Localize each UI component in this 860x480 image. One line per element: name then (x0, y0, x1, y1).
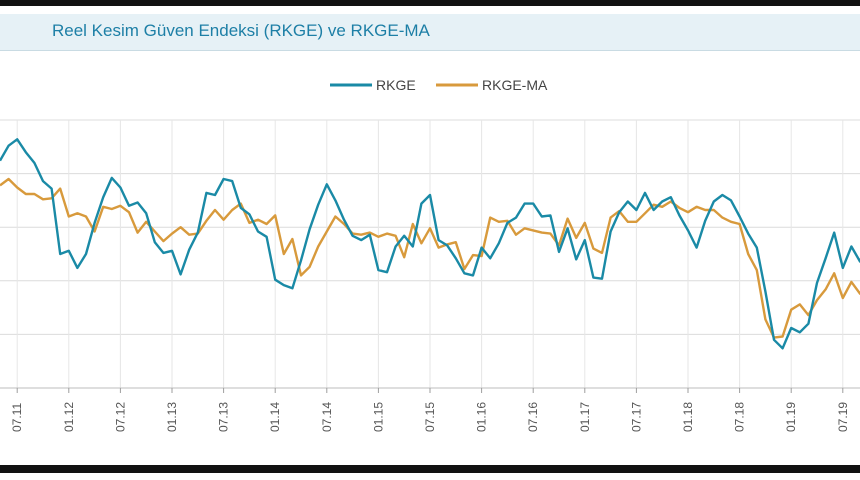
x-tick-label: 07.16 (526, 402, 540, 432)
x-axis: 07.11 01.12 07.12 01.13 07.13 01.14 07.14 01.15… (0, 387, 860, 432)
x-tick-label: 07.12 (113, 402, 127, 432)
x-tick-label: 01.19 (784, 402, 798, 432)
x-tick-label: 01.13 (165, 402, 179, 432)
x-tick-label: 01.15 (371, 402, 385, 432)
x-tick-label: 01.12 (62, 402, 76, 432)
x-tick-label: 01.17 (578, 402, 592, 432)
title-divider (0, 50, 860, 51)
x-tick-label: 01.14 (268, 402, 282, 432)
legend: RKGE RKGE-MA (330, 77, 548, 93)
x-tick-label: 01.18 (681, 402, 695, 432)
bottom-border (0, 465, 860, 473)
series-line-rkge-ma (0, 177, 860, 339)
legend-label-rkge: RKGE (376, 77, 416, 93)
series-line-rkge (0, 138, 860, 350)
x-tick-label: 07.17 (629, 402, 643, 432)
line-chart: RKGE RKGE-MA 07.11 01.12 07.12 01.13 07.13 01… (0, 77, 860, 432)
chart-title: Reel Kesim Güven Endeksi (RKGE) ve RKGE-… (52, 21, 430, 40)
x-tick-label: 07.19 (836, 402, 850, 432)
legend-label-rkge-ma: RKGE-MA (482, 77, 548, 93)
series-lines (0, 138, 860, 350)
x-tick-label: 07.11 (10, 403, 24, 432)
x-tick-label: 07.15 (423, 402, 437, 432)
top-border (0, 0, 860, 6)
x-tick-label: 01.16 (475, 402, 489, 432)
title-band (0, 14, 860, 50)
x-tick-label: 07.18 (733, 402, 747, 432)
x-tick-label: 07.13 (217, 402, 231, 432)
x-tick-label: 07.14 (320, 402, 334, 432)
gridlines (0, 119, 860, 389)
